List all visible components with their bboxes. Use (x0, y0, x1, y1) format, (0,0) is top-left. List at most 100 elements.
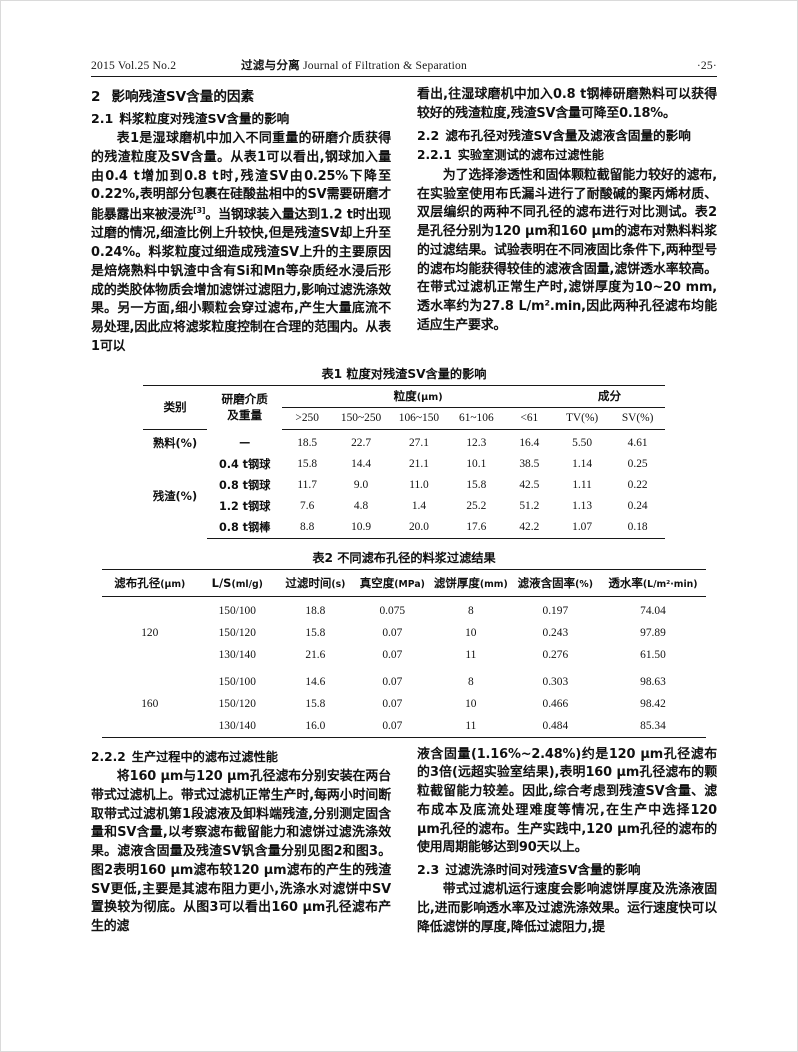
table1-row4-v0: 8.8 (282, 516, 333, 539)
table2-row5-v4: 0.484 (510, 714, 600, 738)
table1-row4-v6: 0.18 (610, 516, 665, 539)
table1-row1-v0: 15.8 (297, 458, 318, 471)
table2-header-0: 滤布孔径(μm) (102, 568, 198, 597)
section-heading-2-2-2: 2.2.2 生产过程中的滤布过滤性能 (91, 749, 391, 766)
table-row: 0.8 t钢球 11.7 9.0 11.0 15.8 42.5 1.11 0.2… (143, 475, 665, 496)
table2-row0-v0: 150/100 (218, 604, 256, 617)
table2-row3-v4: 0.303 (542, 675, 569, 688)
table-row: 120 150/120 15.8 0.07 10 0.243 97.89 (102, 622, 706, 644)
table1-row2-medium: 0.8 t钢球 (218, 479, 271, 493)
paragraph-right-top: 看出,往湿球磨机中加入0.8 t钢棒研磨熟料可以获得较好的残渣粒度,残渣SV含量… (417, 87, 717, 121)
table2-body: 150/100 18.8 0.075 8 0.197 74.04 120 150… (102, 596, 706, 738)
table1-row2-v0: 11.7 (297, 479, 317, 492)
table2-row4-v3: 10 (465, 697, 477, 710)
table1-body: 熟料(%) — 18.5 22.7 27.1 12.3 16.4 5.50 4.… (143, 429, 665, 539)
table2-row1-v1: 15.8 (305, 626, 326, 639)
table2-row3-v0: 150/100 (218, 675, 256, 688)
table2-row5-v3: 11 (430, 714, 511, 738)
table1-row3-v2: 1.4 (411, 500, 427, 513)
table2-row3-pore (102, 666, 198, 693)
table-row: 160 150/120 15.8 0.07 10 0.466 98.42 (102, 693, 706, 715)
table1-subheader-0: >250 (282, 407, 333, 430)
section-title-2-2: 滤布孔径对残渣SV含量及滤液含固量的影响 (445, 127, 691, 143)
table1-subheader-3: 61~106 (447, 407, 505, 430)
table1-row3-medium: 1.2 t钢球 (218, 500, 271, 514)
table1-row1-medium: 0.4 t钢球 (218, 458, 271, 472)
table1-row3-v1: 4.8 (353, 500, 369, 513)
table1-header-row-1: 类别 研磨介质 及重量 粒度(μm) 成分 (143, 384, 665, 430)
table1-wrapper: 表1 粒度对残渣SV含量的影响 类别 研磨介质 及重量 粒度(μm) 成分 (91, 364, 717, 539)
section-number-2-2-2: 2.2.2 (91, 749, 126, 764)
table2-header-5-label: 滤液含固率 (517, 575, 576, 590)
table1-row0-v1: 22.7 (351, 437, 372, 450)
table-row: 1.2 t钢球 7.6 4.8 1.4 25.2 51.2 1.13 0.24 (143, 496, 665, 517)
paragraph-2-2-1: 为了选择渗透性和固体颗粒截留能力较好的滤布,在实验室使用布氏漏斗进行了耐酸碱的聚… (417, 167, 717, 333)
table2-row3-v3: 8 (467, 675, 474, 688)
table2-row4-v1: 15.8 (305, 697, 326, 710)
header-rule (91, 76, 717, 77)
table2-row3-v5: 98.63 (640, 675, 666, 688)
table-row: 150/100 18.8 0.075 8 0.197 74.04 (102, 596, 706, 622)
table2-row3-v1: 14.6 (305, 675, 326, 688)
table1-row1-v1: 14.4 (351, 458, 372, 471)
table1-header-category: 类别 (143, 384, 208, 430)
table2-row1-v4: 0.243 (542, 626, 569, 639)
table2-header-1-unit: (ml/g) (231, 578, 263, 590)
paragraph-2-1-text: 表1是湿球磨机中加入不同重量的研磨介质获得的残渣粒度及SV含量。从表1可以看出,… (91, 131, 391, 223)
table2-row2-pore (102, 644, 198, 666)
table2-row2-v1: 21.6 (305, 648, 326, 661)
table2-header-4: 滤饼厚度(mm) (430, 568, 511, 597)
table1-subheader-2: 106~150 (390, 407, 448, 430)
table1-head: 类别 研磨介质 及重量 粒度(μm) 成分 >250 150~250 1 (143, 384, 665, 430)
table1-row4-v3: 17.6 (447, 516, 505, 539)
table2-row0-v1: 18.8 (305, 604, 326, 617)
table2-header-3-unit: (MPa) (394, 578, 425, 590)
table1-subheader-1: 150~250 (332, 407, 390, 430)
table1: 类别 研磨介质 及重量 粒度(μm) 成分 >250 150~250 1 (143, 384, 665, 539)
section-number-2-2-1: 2.2.1 (417, 148, 452, 163)
section-number-2-1: 2.1 (91, 111, 114, 127)
table1-row0-v0: 18.5 (297, 437, 318, 450)
table1-row3-v6: 0.24 (627, 500, 648, 513)
section-heading-2: 2 影响残渣SV含量的因素 (91, 88, 391, 107)
table2-row0-pore (102, 596, 198, 622)
table2-header-2: 过滤时间(s) (276, 568, 354, 597)
table2-header-1-label: L/S (211, 575, 232, 590)
section-heading-2-2-1: 2.2.1 实验室测试的滤布过滤性能 (417, 147, 717, 164)
section-title-2: 影响残渣SV含量的因素 (111, 89, 255, 105)
table2-row1-v5: 97.89 (640, 626, 666, 639)
table2-row2-v3: 11 (465, 648, 477, 661)
table1-header-medium: 研磨介质 及重量 (207, 384, 283, 430)
table2-header-0-unit: (μm) (160, 578, 186, 590)
table1-row2-v5: 1.11 (572, 479, 592, 492)
table2-header-3: 真空度(MPa) (353, 568, 431, 597)
table1-subheader-5: TV(%) (553, 407, 611, 430)
table1-group-composition: 成分 (553, 384, 665, 408)
table2-row1-v3: 10 (465, 626, 477, 639)
running-head: 2015 Vol.25 No.2 过滤与分离 Journal of Filtra… (91, 57, 717, 76)
table2-row4-v4: 0.466 (542, 697, 569, 710)
table2-row3-v2: 0.07 (382, 675, 403, 688)
table-row: 130/140 16.0 0.07 11 0.484 85.34 (102, 714, 706, 738)
journal-title-en: Journal of Filtration & Separation (303, 59, 468, 72)
table1-row0-medium: — (239, 436, 251, 450)
paragraph-2-1: 表1是湿球磨机中加入不同重量的研磨介质获得的残渣粒度及SV含量。从表1可以看出,… (91, 130, 391, 356)
table2-row4-pore: 160 (141, 697, 159, 710)
table2-row4-v2: 0.07 (382, 697, 403, 710)
table2: 滤布孔径(μm) L/S(ml/g) 过滤时间(s) 真空度(MPa) 滤饼厚度 (102, 568, 706, 738)
table1-row4-v4: 42.2 (504, 516, 554, 539)
table1-row3-v5: 1.13 (572, 500, 593, 513)
table-row: 残渣(%) 0.4 t钢球 15.8 14.4 21.1 10.1 38.5 1… (143, 454, 665, 503)
spacer-after-tables (91, 738, 717, 746)
left-column-lower: 2.2.2 生产过程中的滤布过滤性能 将160 μm与120 μm孔径滤布分别安装… (91, 746, 391, 938)
table1-row4-v1: 10.9 (332, 516, 390, 539)
table2-header-6: 透水率(L/m²·min) (599, 568, 706, 597)
table-row: 0.8 t钢棒 8.8 10.9 20.0 17.6 42.2 1.07 0.1… (143, 516, 665, 539)
table2-row0-v4: 0.197 (542, 604, 569, 617)
section-number-2-2: 2.2 (417, 127, 440, 143)
section-title-2-1: 料浆粒度对残渣SV含量的影响 (119, 111, 290, 127)
table2-row5-v2: 0.07 (353, 714, 431, 738)
table2-header-6-unit: (L/m²·min) (642, 578, 698, 590)
section-title-2-2-1: 实验室测试的滤布过滤性能 (457, 148, 604, 163)
